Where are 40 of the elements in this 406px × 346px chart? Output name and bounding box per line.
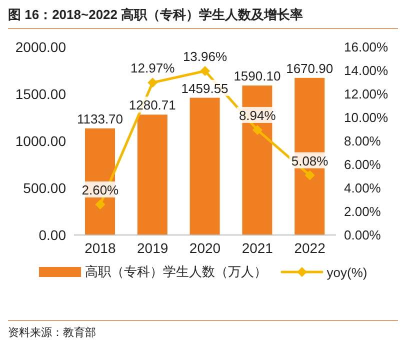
y2-tick-label: 16.00% [344, 40, 389, 55]
point [200, 66, 210, 76]
point [304, 170, 315, 180]
legend-label: yoy(%) [326, 264, 368, 280]
y-tick-label: 0.00 [38, 226, 66, 243]
y2-tick-label: 4.00% [344, 180, 382, 196]
y-tick-label: 1000.00 [15, 132, 66, 149]
data-label: 12.97% [130, 60, 176, 76]
x-tick-label: 2020 [189, 240, 221, 256]
point [95, 199, 106, 210]
data-label: 13.96% [182, 48, 228, 64]
point [148, 78, 158, 88]
y2-tick-label: 10.00% [344, 110, 389, 126]
y-tick-label: 2000.00 [15, 38, 66, 55]
point [252, 124, 262, 135]
y2-tick-label: 2.00% [344, 204, 382, 220]
y2-tick-label: 12.00% [344, 86, 389, 102]
x-tick-label: 2021 [242, 240, 274, 256]
y2-tick-label: 6.00% [344, 157, 382, 172]
legend-label: 高职（专科）学生人数（万人） [84, 263, 267, 281]
bar [190, 98, 220, 235]
data-label: 1133.70 [76, 111, 124, 126]
data-label: 1670.90 [286, 60, 334, 76]
data-label: 5.08% [291, 153, 329, 168]
y2-tick-label: 14.00% [344, 63, 389, 78]
x-tick-label: 2019 [137, 240, 168, 256]
y2-tick-label: 0.00% [344, 228, 382, 243]
x-tick-label: 2018 [84, 240, 116, 256]
bar [137, 114, 168, 235]
data-label: 1280.71 [128, 98, 176, 113]
y-tick-label: 1500.00 [15, 86, 66, 102]
x-tick-label: 2022 [294, 240, 326, 256]
data-label: 8.94% [238, 108, 276, 123]
data-label: 2.60% [82, 182, 120, 198]
y2-tick-label: 8.00% [344, 134, 382, 149]
y-tick-label: 500.00 [23, 180, 66, 196]
data-label: 1459.55 [181, 80, 228, 96]
chart-title: 图 16：2018~2022 高职（专科）学生人数及增长率 [8, 6, 398, 29]
text: 资料来源：教育部 [8, 326, 97, 340]
data-label: 1590.10 [234, 68, 281, 84]
